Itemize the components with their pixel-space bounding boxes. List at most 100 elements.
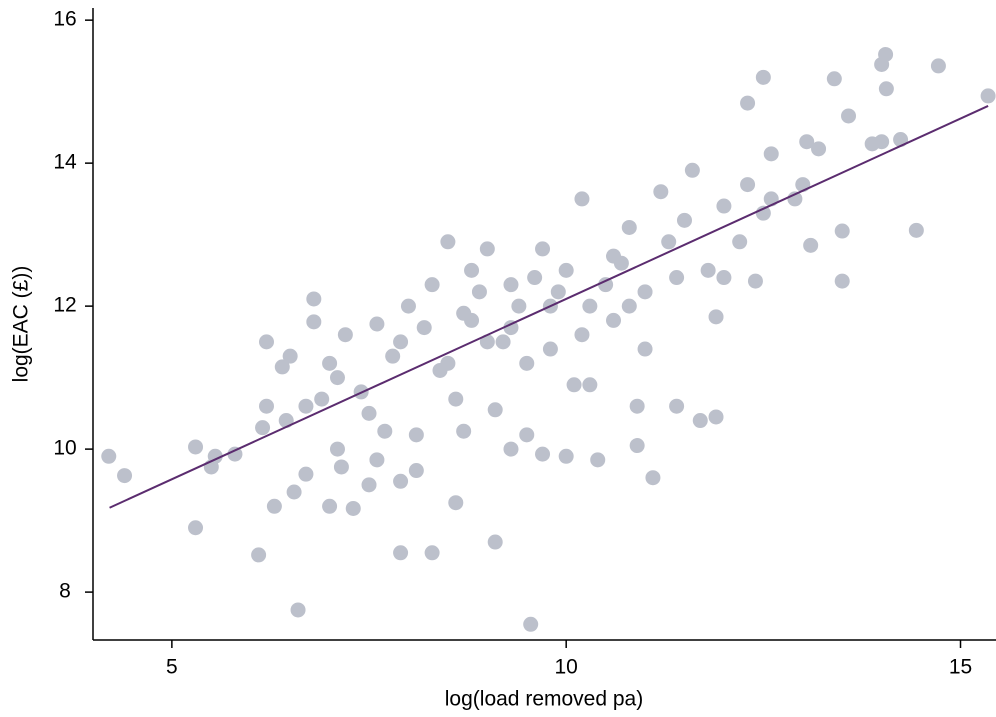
point: [329, 370, 345, 386]
point: [377, 423, 393, 439]
point: [266, 498, 282, 514]
point: [598, 277, 614, 293]
point: [834, 273, 850, 289]
point: [495, 334, 511, 350]
fit-line: [109, 105, 989, 509]
point: [716, 198, 732, 214]
point: [408, 463, 424, 479]
point: [393, 334, 409, 350]
y-tick-label: 14: [53, 151, 77, 174]
point: [306, 314, 322, 330]
point: [408, 427, 424, 443]
point: [523, 616, 539, 632]
point: [361, 405, 377, 421]
point: [117, 468, 133, 484]
point: [400, 298, 416, 314]
point: [637, 284, 653, 300]
x-tick-label: 10: [555, 656, 578, 679]
point: [259, 398, 275, 414]
point: [345, 500, 361, 516]
point: [661, 234, 677, 250]
point: [874, 134, 890, 150]
point: [255, 420, 271, 436]
point: [479, 241, 495, 257]
point: [207, 448, 223, 464]
x-tick-label: 15: [949, 656, 972, 679]
y-tick-label: 12: [53, 294, 76, 317]
point: [558, 448, 574, 464]
point: [448, 495, 464, 511]
point: [535, 446, 551, 462]
point: [708, 309, 724, 325]
point: [251, 547, 267, 563]
point: [361, 477, 377, 493]
point: [227, 446, 243, 462]
point: [629, 438, 645, 454]
y-tick-label: 10: [53, 437, 76, 460]
point: [826, 71, 842, 87]
point: [471, 284, 487, 300]
point: [424, 545, 440, 561]
point: [684, 162, 700, 178]
point: [393, 473, 409, 489]
point: [716, 270, 732, 286]
point: [322, 355, 338, 371]
x-tick-label: 5: [166, 656, 178, 679]
point: [582, 298, 598, 314]
point: [286, 484, 302, 500]
point: [322, 498, 338, 514]
point: [747, 273, 763, 289]
point: [479, 334, 495, 350]
point: [542, 341, 558, 357]
point: [440, 234, 456, 250]
point: [393, 545, 409, 561]
point: [503, 441, 519, 457]
point: [606, 312, 622, 328]
point: [487, 402, 503, 418]
point: [278, 413, 294, 429]
point: [282, 348, 298, 364]
point: [645, 470, 661, 486]
point: [337, 327, 353, 343]
point: [329, 441, 345, 457]
point: [369, 452, 385, 468]
y-tick-label: 16: [53, 8, 76, 31]
point: [487, 534, 503, 550]
point: [298, 398, 314, 414]
point: [606, 248, 622, 264]
point: [511, 298, 527, 314]
point: [519, 427, 535, 443]
point: [763, 146, 779, 162]
point: [188, 520, 204, 536]
point: [503, 277, 519, 293]
point: [834, 223, 850, 239]
point: [519, 355, 535, 371]
point: [980, 88, 996, 104]
point: [621, 298, 637, 314]
point: [333, 459, 349, 475]
point: [101, 448, 117, 464]
point: [692, 413, 708, 429]
point: [424, 277, 440, 293]
point: [432, 362, 448, 378]
point: [930, 58, 946, 74]
point: [259, 334, 275, 350]
point: [653, 184, 669, 200]
point: [290, 602, 306, 618]
point: [637, 341, 653, 357]
point: [503, 320, 519, 336]
point: [416, 320, 432, 336]
point: [566, 377, 582, 393]
point: [574, 327, 590, 343]
point: [621, 219, 637, 235]
point: [740, 177, 756, 193]
point: [669, 398, 685, 414]
x-axis-label: log(load removed pa): [445, 688, 643, 711]
point: [700, 262, 716, 278]
point: [550, 284, 566, 300]
point: [456, 305, 472, 321]
point: [298, 466, 314, 482]
point: [369, 316, 385, 332]
point: [535, 241, 551, 257]
